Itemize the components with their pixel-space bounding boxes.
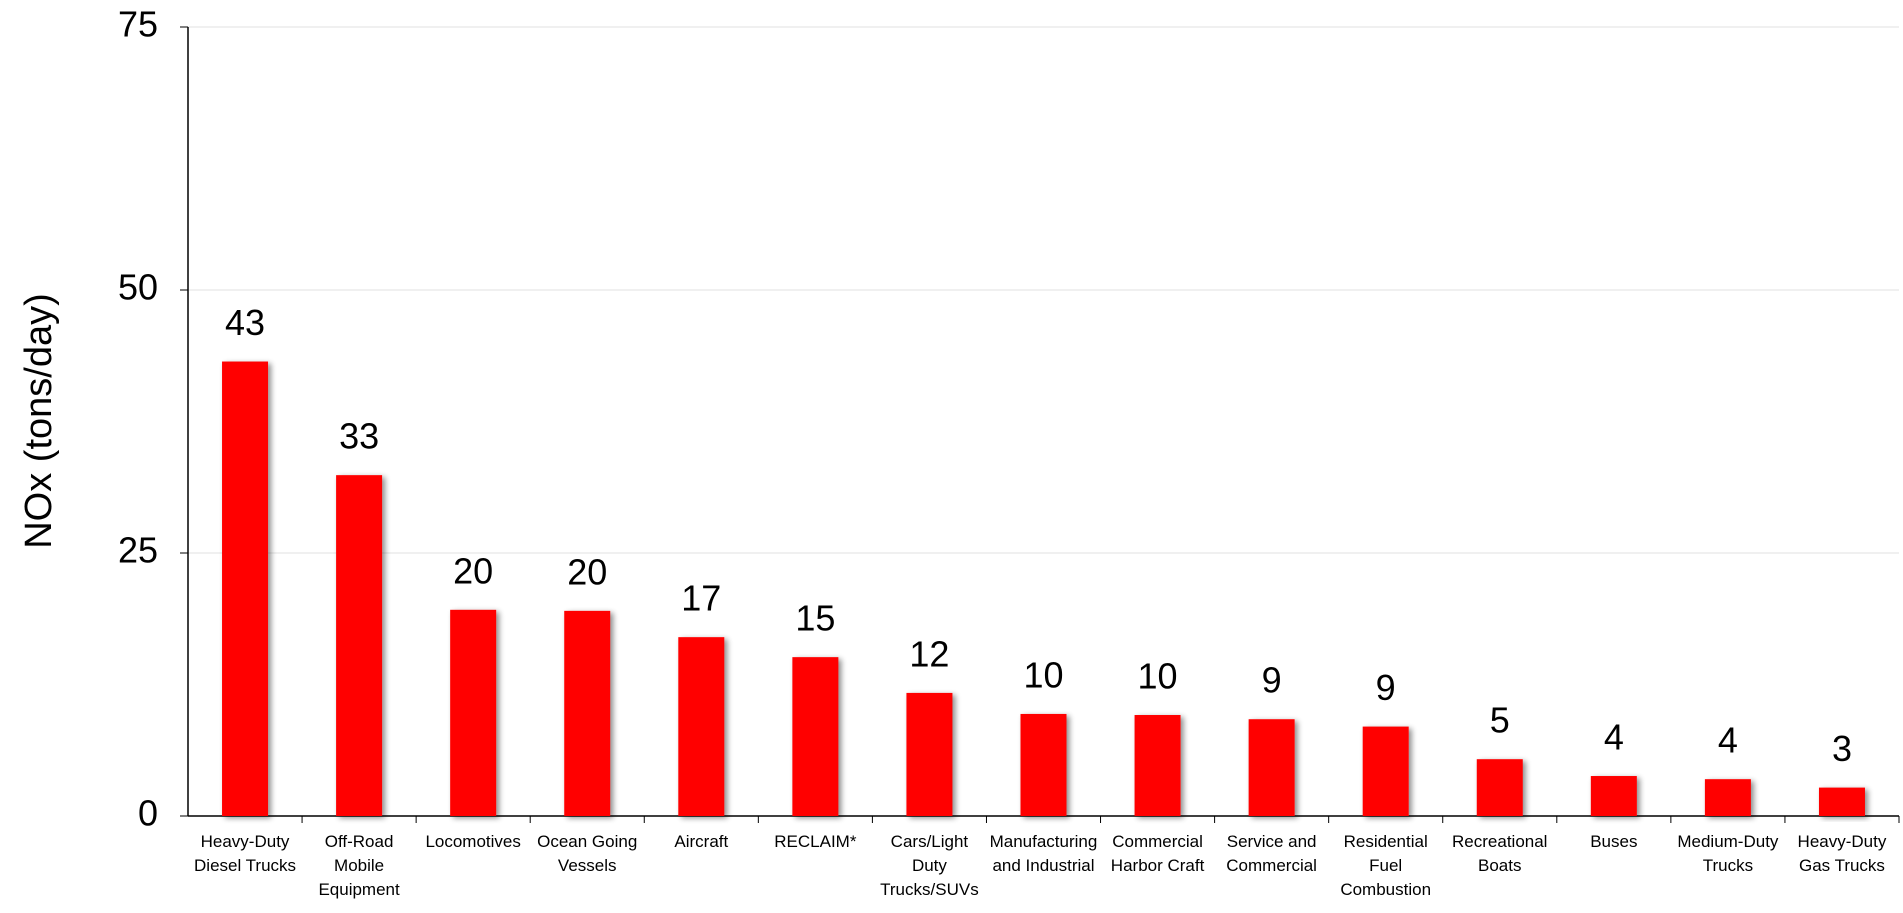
x-tick-label: Locomotives: [425, 832, 521, 851]
bar: [1818, 787, 1865, 816]
bar: [1476, 759, 1523, 816]
x-tick-label: Off-Road Mobile Equipment: [318, 832, 400, 899]
x-tick-label: Medium-Duty Trucks: [1677, 832, 1779, 875]
data-label: 9: [1262, 660, 1282, 701]
bar: [1590, 776, 1637, 816]
x-tick-label: Residential Fuel Combustion: [1340, 832, 1432, 899]
x-tick-label: Manufacturing and Industrial: [989, 832, 1098, 875]
data-label: 9: [1376, 667, 1396, 708]
data-label: 4: [1718, 720, 1738, 761]
y-axis-title: NOx (tons/day): [18, 293, 60, 549]
data-label: 5: [1490, 700, 1510, 741]
bar: [1248, 719, 1295, 816]
y-tick-label: 75: [118, 4, 158, 45]
data-label: 10: [1023, 654, 1063, 695]
data-label: 12: [909, 633, 949, 674]
data-label: 15: [795, 598, 835, 639]
x-tick-label: Heavy-Duty Gas Trucks: [1797, 832, 1887, 875]
x-tick-label: Heavy-Duty Diesel Trucks: [194, 832, 297, 875]
bar: [450, 609, 497, 816]
data-label: 4: [1604, 717, 1624, 758]
data-label: 3: [1832, 728, 1852, 769]
bar: [222, 361, 269, 816]
data-label: 17: [681, 578, 721, 619]
bar: [678, 637, 725, 816]
data-label: 43: [225, 302, 265, 343]
x-tick-label: Aircraft: [674, 832, 729, 851]
bar: [1362, 726, 1409, 816]
x-tick-label: Recreational Boats: [1452, 832, 1548, 875]
data-label: 20: [453, 550, 493, 591]
bar: [564, 610, 611, 816]
x-tick-label: RECLAIM*: [774, 832, 857, 851]
data-label: 33: [339, 416, 379, 457]
bar: [336, 475, 383, 816]
bar: [1020, 713, 1067, 816]
y-tick-label: 50: [118, 267, 158, 308]
bar: [1134, 715, 1181, 816]
data-label: 10: [1138, 656, 1178, 697]
bar: [906, 692, 953, 816]
x-tick-label: Commercial Harbor Craft: [1110, 832, 1205, 875]
bar: [1704, 779, 1751, 816]
x-tick-label: Buses: [1590, 832, 1638, 851]
bar: [792, 657, 839, 816]
x-tick-label: Ocean Going Vessels: [537, 832, 638, 875]
data-label: 20: [567, 551, 607, 592]
y-tick-label: 25: [118, 530, 158, 571]
x-tick-label: Cars/Light Duty Trucks/SUVs: [880, 832, 979, 899]
x-tick-label: Service and Commercial: [1226, 832, 1317, 875]
y-tick-label: 0: [138, 793, 158, 834]
